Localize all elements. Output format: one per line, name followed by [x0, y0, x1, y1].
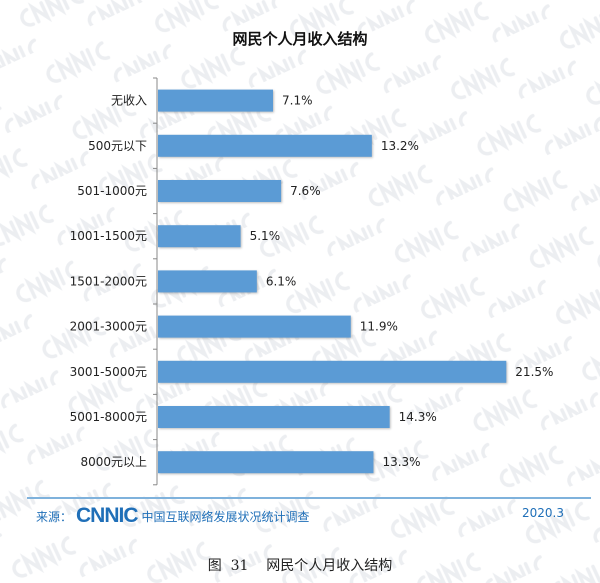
value-label: 6.1%	[266, 274, 297, 288]
footer-divider	[27, 497, 591, 499]
cnnic-logo: CNNIC	[76, 504, 138, 527]
value-label: 7.1%	[282, 94, 313, 108]
source-text: 中国互联网络发展状况统计调查	[141, 509, 310, 524]
category-label: 5001-8000元	[70, 410, 147, 424]
bar	[158, 89, 274, 112]
bar	[158, 406, 390, 428]
category-label: 3001-5000元	[70, 365, 147, 379]
category-label: 2001-3000元	[70, 320, 147, 334]
bar	[158, 270, 257, 293]
source-date: 2020.3	[522, 506, 564, 520]
category-label: 501-1000元	[77, 184, 147, 198]
value-label: 13.2%	[381, 139, 419, 153]
bar	[158, 225, 241, 248]
value-label: 11.9%	[360, 320, 398, 334]
category-label: 500元以下	[88, 139, 147, 153]
bar	[158, 451, 374, 474]
chart-title: 网民个人月收入结构	[232, 30, 368, 48]
value-label: 5.1%	[250, 229, 281, 243]
category-label: 8000元以上	[80, 455, 147, 469]
value-label: 21.5%	[515, 365, 553, 379]
value-label: 13.3%	[382, 455, 420, 469]
category-label: 无收入	[111, 94, 147, 108]
bar	[158, 360, 507, 383]
value-label: 7.6%	[290, 184, 321, 198]
bar	[158, 315, 351, 338]
bar	[158, 134, 372, 157]
source: 来源： CNNIC 中国互联网络发展状况统计调查	[36, 504, 310, 528]
category-label: 1001-1500元	[70, 229, 147, 243]
bar	[158, 180, 282, 202]
figure-caption: 图 31 网民个人月收入结构	[207, 558, 393, 574]
category-label: 1501-2000元	[70, 274, 147, 288]
source-label: 来源：	[36, 509, 73, 524]
value-label: 14.3%	[399, 410, 437, 424]
